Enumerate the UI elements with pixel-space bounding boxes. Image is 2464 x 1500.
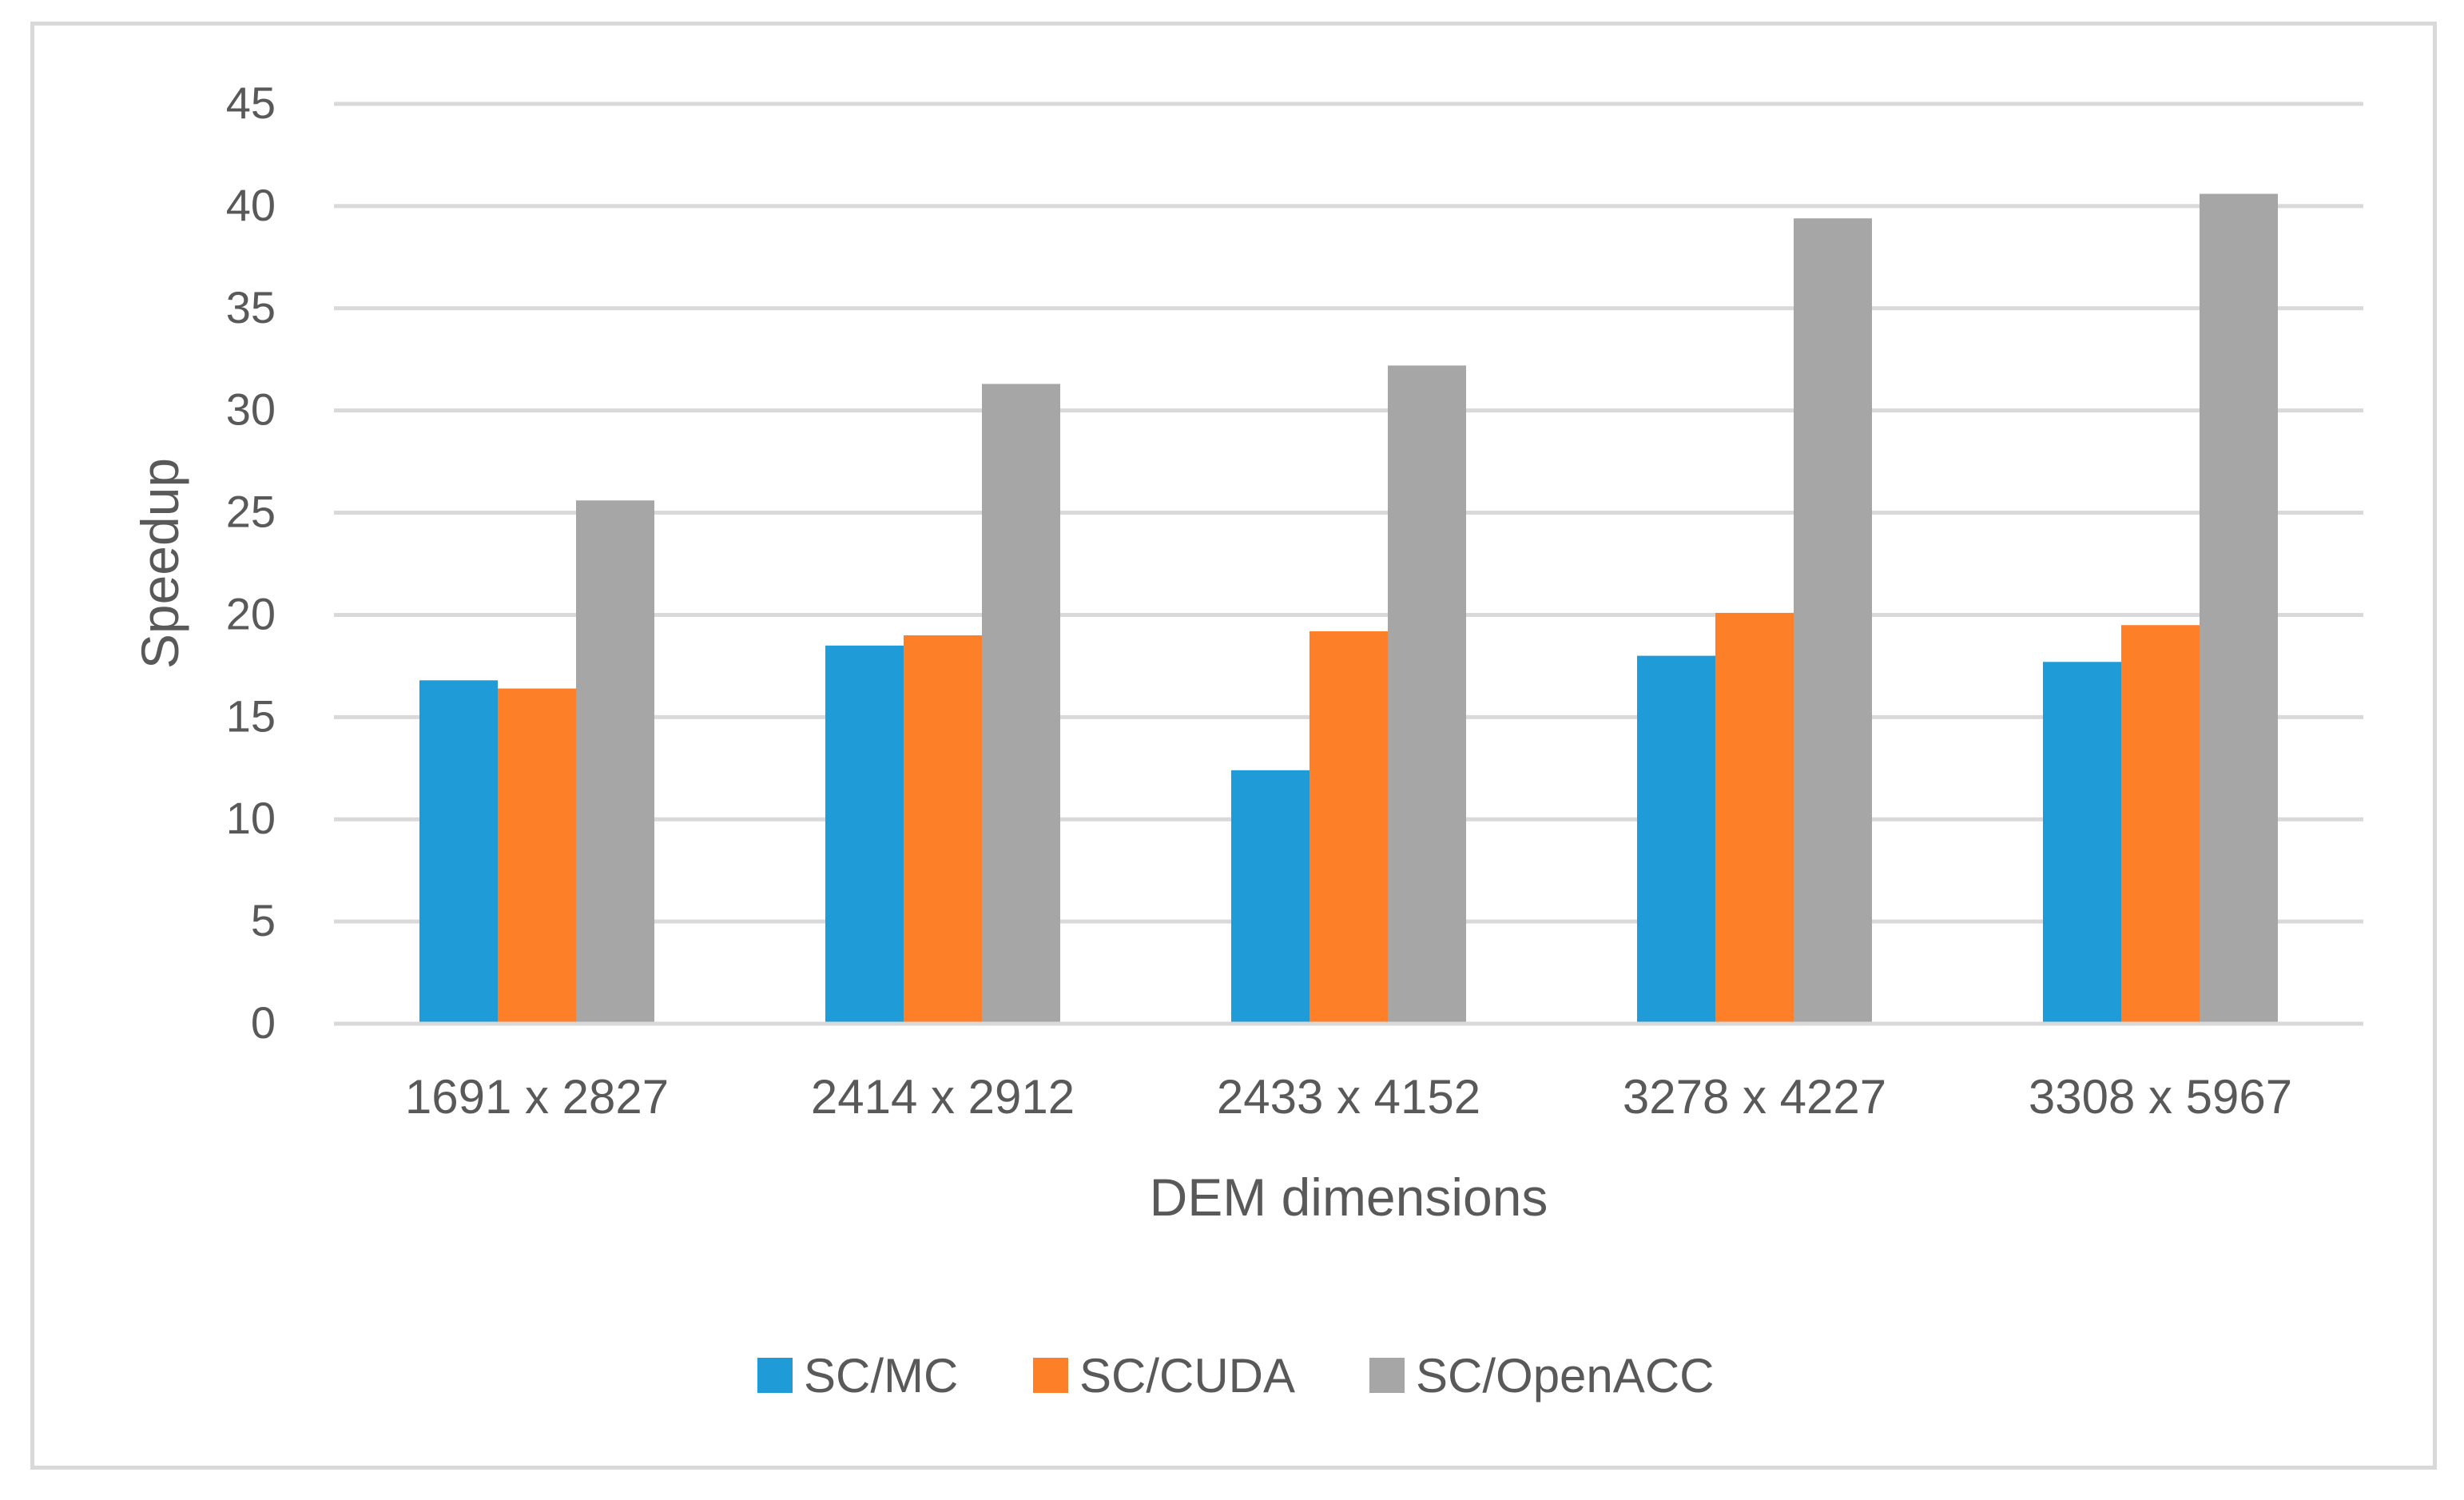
y-tick-label: 25 xyxy=(226,487,276,537)
bar-sc-mc xyxy=(825,645,904,1024)
bar-sc-openacc xyxy=(2200,193,2278,1024)
bar-sc-openacc xyxy=(1388,365,1466,1024)
x-category-label: 3278 x 4227 xyxy=(1623,1070,1886,1124)
legend-swatch xyxy=(1369,1358,1405,1393)
gridlines xyxy=(334,101,2363,924)
bar-sc-cuda xyxy=(498,688,576,1024)
legend-swatch xyxy=(1033,1358,1068,1393)
legend: SC/MC SC/CUDA SC/OpenACC xyxy=(757,1349,1714,1403)
bar-sc-openacc xyxy=(576,500,654,1024)
y-tick-label: 30 xyxy=(226,384,276,435)
bar-sc-mc xyxy=(2043,662,2121,1024)
bar-sc-cuda xyxy=(1715,612,1794,1024)
y-tick-label: 5 xyxy=(251,895,276,945)
bar-sc-cuda xyxy=(904,635,982,1024)
y-tick-label: 10 xyxy=(226,793,276,843)
bar-sc-mc xyxy=(419,680,498,1024)
x-category-label: 1691 x 2827 xyxy=(405,1070,669,1124)
bar-sc-openacc xyxy=(1794,218,1872,1024)
bar-sc-cuda xyxy=(1309,631,1388,1024)
bar-sc-cuda xyxy=(2121,625,2200,1024)
y-tick-label: 35 xyxy=(226,282,276,332)
y-tick-label: 0 xyxy=(251,997,276,1048)
x-category-label: 3308 x 5967 xyxy=(2029,1070,2292,1124)
y-tick-label: 45 xyxy=(226,78,276,128)
legend-item-sc-mc: SC/MC xyxy=(757,1349,958,1403)
x-category-label: 2414 x 2912 xyxy=(811,1070,1075,1124)
legend-label: SC/CUDA xyxy=(1079,1349,1295,1403)
legend-item-sc-openacc: SC/OpenACC xyxy=(1369,1349,1714,1403)
y-axis-title: Speedup xyxy=(130,458,189,669)
bar-sc-mc xyxy=(1231,770,1309,1024)
y-tick-label: 15 xyxy=(226,690,276,741)
bar-sc-mc xyxy=(1637,655,1715,1024)
x-axis-title: DEM dimensions xyxy=(1150,1168,1548,1227)
legend-label: SC/MC xyxy=(804,1349,958,1403)
y-tick-label: 40 xyxy=(226,180,276,230)
y-axis-ticks: 0 5 10 15 20 25 30 35 40 45 xyxy=(226,78,276,1048)
x-axis-categories: 1691 x 2827 2414 x 2912 2433 x 4152 3278 x … xyxy=(405,1070,2292,1124)
bars xyxy=(419,193,2278,1025)
legend-label: SC/OpenACC xyxy=(1416,1349,1714,1403)
x-category-label: 2433 x 4152 xyxy=(1217,1070,1480,1124)
y-tick-label: 20 xyxy=(226,588,276,639)
legend-swatch xyxy=(757,1358,793,1393)
bar-sc-openacc xyxy=(982,384,1060,1025)
legend-item-sc-cuda: SC/CUDA xyxy=(1033,1349,1295,1403)
